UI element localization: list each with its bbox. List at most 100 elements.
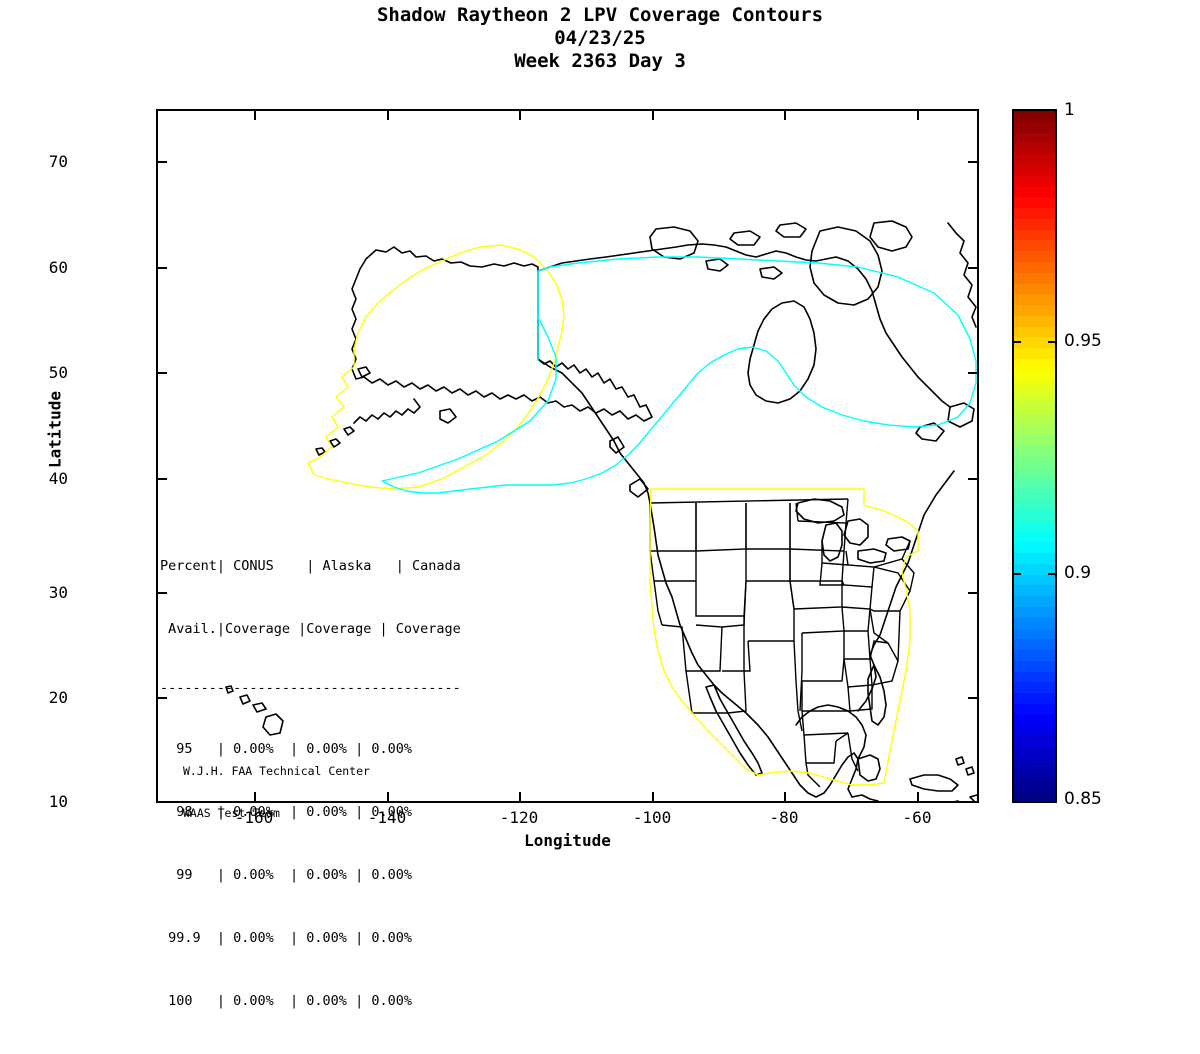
colorbar-band bbox=[1014, 553, 1055, 564]
y-tick-right-20 bbox=[968, 697, 979, 699]
aleutian-island-1 bbox=[343, 426, 355, 436]
colorbar-band bbox=[1014, 337, 1055, 349]
title-line-1: Shadow Raytheon 2 LPV Coverage Contours bbox=[376, 4, 824, 26]
y-tick-40 bbox=[156, 478, 167, 480]
arctic-island-small-1 bbox=[729, 230, 761, 246]
us-state-borders bbox=[649, 498, 915, 788]
x-tick-top-neg160 bbox=[254, 109, 256, 120]
colorbar-band bbox=[1014, 240, 1055, 252]
colorbar-band bbox=[1014, 466, 1055, 478]
colorbar-band bbox=[1014, 747, 1055, 758]
colorbar-band bbox=[1014, 434, 1055, 446]
central-america bbox=[851, 794, 879, 801]
aleutian-chain bbox=[353, 398, 421, 424]
x-tick-label-neg120: -120 bbox=[499, 808, 539, 827]
us-canada-border-west bbox=[649, 498, 849, 504]
stats-header-line-2: Avail.|Coverage |Coverage | Coverage bbox=[160, 621, 461, 637]
y-axis-title: Latitude bbox=[45, 390, 65, 469]
conus-coverage-contour bbox=[307, 244, 919, 786]
hispaniola bbox=[969, 794, 977, 801]
colorbar-band bbox=[1014, 650, 1055, 661]
colorbar-band bbox=[1014, 606, 1055, 618]
hawaii-maui bbox=[252, 702, 267, 713]
x-tick-label-neg60: -60 bbox=[902, 808, 932, 827]
y-tick-label-30: 30 bbox=[48, 583, 68, 602]
figure-title: Shadow Raytheon 2 LPV Coverage Contours … bbox=[0, 4, 1200, 73]
vancouver-island bbox=[629, 478, 649, 498]
colorbar-band bbox=[1014, 143, 1055, 155]
colorbar-band bbox=[1014, 164, 1055, 176]
y-tick-label-50: 50 bbox=[48, 363, 68, 382]
colorbar-band bbox=[1014, 111, 1055, 122]
great-lakes-michigan bbox=[821, 522, 843, 562]
colorbar-band bbox=[1014, 477, 1055, 489]
y-tick-label-10: 10 bbox=[48, 792, 68, 811]
y-tick-60 bbox=[156, 267, 167, 269]
canada-contour-outline bbox=[381, 256, 977, 494]
x-tick-label-neg100: -100 bbox=[632, 808, 672, 827]
coastlines-group bbox=[225, 220, 977, 801]
stats-separator: ------------------------------------- bbox=[160, 680, 461, 696]
x-tick-neg160 bbox=[254, 792, 256, 803]
baffin-island bbox=[809, 226, 883, 306]
hawaii-kauai bbox=[225, 685, 234, 694]
victoria-island bbox=[649, 226, 699, 260]
y-tick-label-60: 60 bbox=[48, 258, 68, 277]
colorbar-band bbox=[1014, 671, 1055, 683]
aleutian-island-4 bbox=[357, 366, 371, 378]
y-tick-label-40: 40 bbox=[48, 469, 68, 488]
bahamas-2 bbox=[965, 766, 975, 776]
baja-california bbox=[705, 684, 763, 776]
table-row: 99 | 0.00% | 0.00% | 0.00% bbox=[160, 867, 412, 883]
us-west-coast bbox=[649, 502, 723, 694]
colorbar-band bbox=[1014, 218, 1055, 230]
x-axis-title: Longitude bbox=[524, 831, 611, 850]
greenland-coast bbox=[947, 222, 977, 328]
colorbar-band bbox=[1014, 574, 1055, 586]
colorbar-band bbox=[1014, 175, 1055, 187]
y-tick-right-70 bbox=[968, 161, 979, 163]
colorbar-band bbox=[1014, 402, 1055, 413]
x-tick-label-neg140: -140 bbox=[367, 808, 407, 827]
colorbar-band bbox=[1014, 208, 1055, 219]
colorbar bbox=[1012, 109, 1057, 803]
credit-line-1: W.J.H. FAA Technical Center bbox=[183, 764, 370, 778]
colorbar-label-0.85: 0.85 bbox=[1064, 789, 1102, 809]
arctic-island-small-2 bbox=[775, 222, 807, 238]
colorbar-band bbox=[1014, 121, 1055, 133]
colorbar-band bbox=[1014, 563, 1055, 575]
y-tick-10 bbox=[156, 801, 167, 803]
colorbar-band bbox=[1014, 628, 1055, 640]
y-tick-20 bbox=[156, 697, 167, 699]
arctic-island-small-4 bbox=[759, 266, 783, 280]
colorbar-band bbox=[1014, 229, 1055, 241]
colorbar-band bbox=[1014, 779, 1055, 791]
great-lakes-superior bbox=[795, 498, 845, 524]
y-tick-label-20: 20 bbox=[48, 688, 68, 707]
colorbar-band bbox=[1014, 768, 1055, 780]
hawaii-oahu bbox=[239, 694, 251, 705]
colorbar-band bbox=[1014, 790, 1055, 801]
x-tick-neg80 bbox=[784, 792, 786, 803]
x-tick-neg120 bbox=[519, 792, 521, 803]
conus-contour-outline bbox=[649, 488, 919, 786]
y-tick-50 bbox=[156, 372, 167, 374]
colorbar-band bbox=[1014, 499, 1055, 510]
colorbar-band bbox=[1014, 326, 1055, 338]
x-tick-top-neg80 bbox=[784, 109, 786, 120]
cuba bbox=[909, 774, 959, 792]
colorbar-band bbox=[1014, 488, 1055, 500]
aleutian-island-2 bbox=[329, 438, 341, 448]
colorbar-band bbox=[1014, 305, 1055, 316]
x-tick-top-neg140 bbox=[387, 109, 389, 120]
bahamas-1 bbox=[955, 756, 965, 766]
colorbar-band bbox=[1014, 412, 1055, 424]
x-tick-top-neg120 bbox=[519, 109, 521, 120]
colorbar-band bbox=[1014, 294, 1055, 306]
y-tick-right-30 bbox=[968, 592, 979, 594]
colorbar-band bbox=[1014, 714, 1055, 726]
x-tick-neg60 bbox=[917, 792, 919, 803]
colorbar-band bbox=[1014, 596, 1055, 607]
colorbar-label-0.95: 0.95 bbox=[1064, 331, 1102, 351]
stats-header-line-1: Percent| CONUS | Alaska | Canada bbox=[160, 558, 461, 574]
